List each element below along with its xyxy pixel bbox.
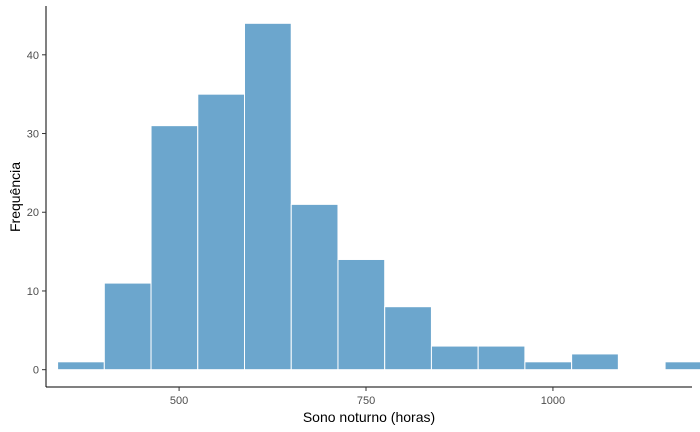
- histogram-bars: [57, 22, 700, 371]
- histogram-bar: [290, 203, 339, 371]
- y-tick-label: 30: [27, 129, 39, 141]
- y-tick-label: 20: [27, 207, 39, 219]
- histogram-bar: [664, 361, 700, 371]
- y-tick-label: 40: [27, 50, 39, 62]
- histogram-bar: [524, 361, 573, 371]
- histogram-bar: [57, 361, 105, 371]
- y-axis-ticks: 0 10 20 30 40: [27, 50, 46, 377]
- histogram-bar: [244, 22, 292, 371]
- histogram-bar: [197, 93, 246, 371]
- y-tick-label: 0: [33, 365, 39, 377]
- x-tick-label: 500: [170, 395, 188, 407]
- histogram-bar: [150, 125, 199, 371]
- histogram-bar: [477, 345, 526, 371]
- histogram-bar: [384, 306, 432, 371]
- y-axis-title: Frequência: [7, 162, 23, 232]
- x-axis-title: Sono noturno (horas): [303, 409, 435, 425]
- y-tick-label: 10: [27, 286, 39, 298]
- histogram-bar: [103, 282, 152, 371]
- x-tick-label: 1000: [541, 395, 565, 407]
- histogram-bar: [337, 258, 386, 371]
- histogram-bar: [571, 353, 619, 371]
- x-axis-ticks: 500 750 1000: [170, 387, 565, 407]
- histogram-bar: [430, 345, 479, 371]
- x-tick-label: 750: [357, 395, 375, 407]
